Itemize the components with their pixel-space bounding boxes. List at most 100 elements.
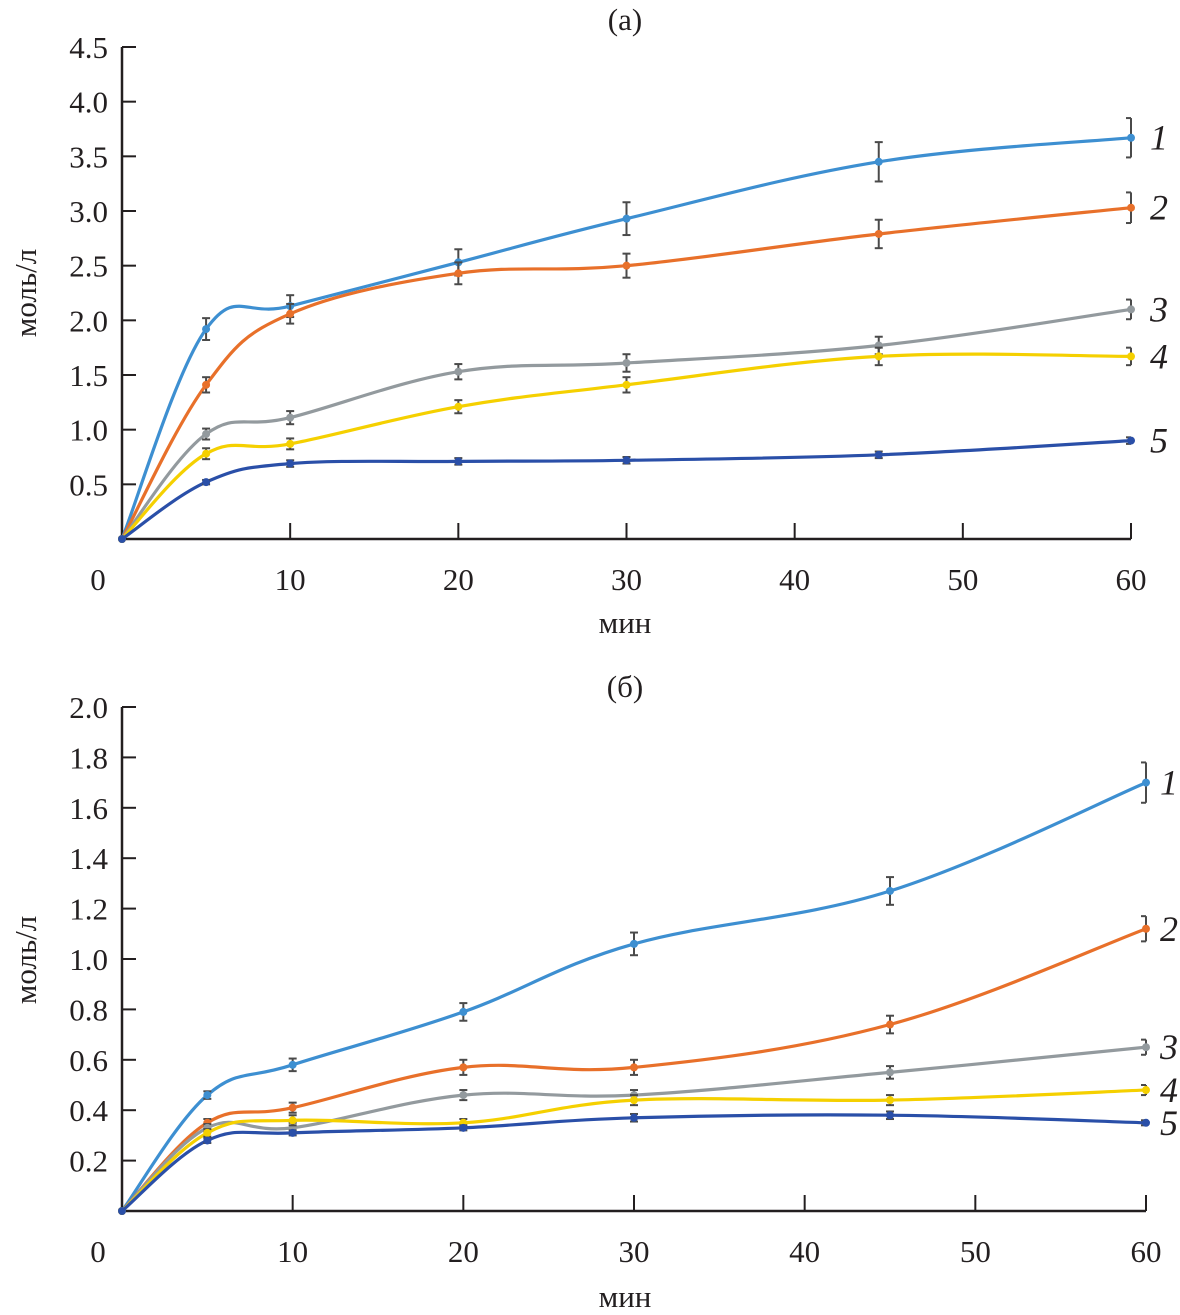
data-point [622,456,631,465]
data-point [286,413,295,422]
data-point [288,1103,297,1112]
data-point [1127,436,1135,445]
x-tick-label: 20 [448,1234,479,1269]
x-tick-label: 60 [1116,562,1147,597]
data-point [454,269,463,278]
y-tick-label: 3.0 [69,194,108,229]
series-3: 3 [118,289,1168,543]
data-point [874,450,883,459]
data-point [288,1060,297,1069]
data-point [622,358,631,367]
chart-title: (а) [608,2,642,37]
series-line [120,352,1132,541]
data-point [286,439,295,448]
series-line [121,439,1132,541]
data-point [459,1007,468,1016]
data-point [886,1111,894,1120]
y-tick-label: 0.4 [69,1093,108,1128]
data-point [202,430,211,439]
y-tick-label: 1.0 [69,413,108,448]
series-line [120,1045,1147,1213]
data-point [622,380,631,389]
data-point [1127,133,1135,142]
data-point [459,1091,468,1100]
series-line [120,781,1147,1212]
x-tick-label: 20 [443,562,474,597]
data-point [630,1096,638,1105]
series-line [120,136,1132,540]
y-tick-label: 0.6 [69,1043,108,1078]
x-tick-label: 40 [779,562,810,597]
series-label: 3 [1149,289,1168,329]
data-point [286,459,295,468]
x-tick-label: 10 [275,562,306,597]
data-point [874,157,883,166]
data-point [1127,305,1135,314]
series-label: 1 [1160,763,1178,803]
y-tick-label: 1.5 [69,358,108,393]
x-tick-label: 30 [619,1234,650,1269]
data-point [886,1020,894,1029]
x-axis-label: мин [599,605,652,640]
data-point [288,1128,297,1137]
x-tick-label: 0 [90,562,106,597]
data-point [454,402,463,411]
series-label: 2 [1150,188,1168,228]
series-label: 4 [1150,336,1168,376]
data-point [203,1091,212,1100]
x-tick-label: 10 [277,1234,308,1269]
y-tick-label: 0.2 [69,1144,108,1179]
data-point [630,939,638,948]
x-tick-label: 40 [789,1234,820,1269]
x-axis-label: мин [599,1279,652,1314]
data-point [1142,778,1150,787]
series-label: 5 [1150,421,1168,461]
y-tick-label: 1.6 [69,791,108,826]
data-point [202,380,211,389]
data-point [886,1068,894,1077]
data-point [203,1136,212,1145]
data-point [454,367,463,376]
y-tick-label: 2.5 [69,249,108,284]
x-tick-label: 60 [1131,1234,1162,1269]
data-point [630,1063,638,1072]
data-point [118,535,126,543]
series-2: 2 [118,188,1168,543]
data-point [630,1113,638,1122]
series-5: 5 [118,1103,1178,1215]
series-2: 2 [118,909,1178,1215]
data-point [886,1096,894,1105]
y-tick-label: 4.5 [69,30,108,65]
series-1: 1 [118,117,1168,543]
data-point [202,478,211,487]
data-point [1142,1086,1150,1095]
y-tick-label: 1.0 [69,942,108,977]
series-1: 1 [118,761,1178,1215]
data-point [459,1123,468,1132]
y-tick-label: 1.4 [69,841,108,876]
x-tick-label: 50 [960,1234,991,1269]
y-axis-label: моль/л [8,249,43,337]
series-label: 2 [1160,909,1178,949]
data-point [886,886,894,895]
data-point [202,449,211,458]
series-line [120,927,1147,1213]
series-4: 4 [118,336,1168,543]
series-label: 3 [1159,1027,1178,1067]
series-label: 5 [1160,1103,1178,1143]
x-tick-label: 0 [90,1234,106,1269]
data-point [286,309,295,318]
y-tick-label: 2.0 [69,690,108,725]
series-line [120,1088,1147,1213]
data-point [874,229,883,238]
data-point [459,1063,468,1072]
series-label: 4 [1160,1070,1178,1110]
chart-panel-a: (а) мин моль/л 0.5 1.0 1.5 2.0 2.5 3.0 3.5 4.0 4… [8,2,1168,640]
y-axis-label: моль/л [8,916,43,1004]
x-tick-label: 30 [611,562,642,597]
data-point [1142,924,1150,933]
y-tick-label: 0.5 [69,467,108,502]
series-3: 3 [118,1027,1178,1215]
y-tick-label: 2.0 [69,303,108,338]
